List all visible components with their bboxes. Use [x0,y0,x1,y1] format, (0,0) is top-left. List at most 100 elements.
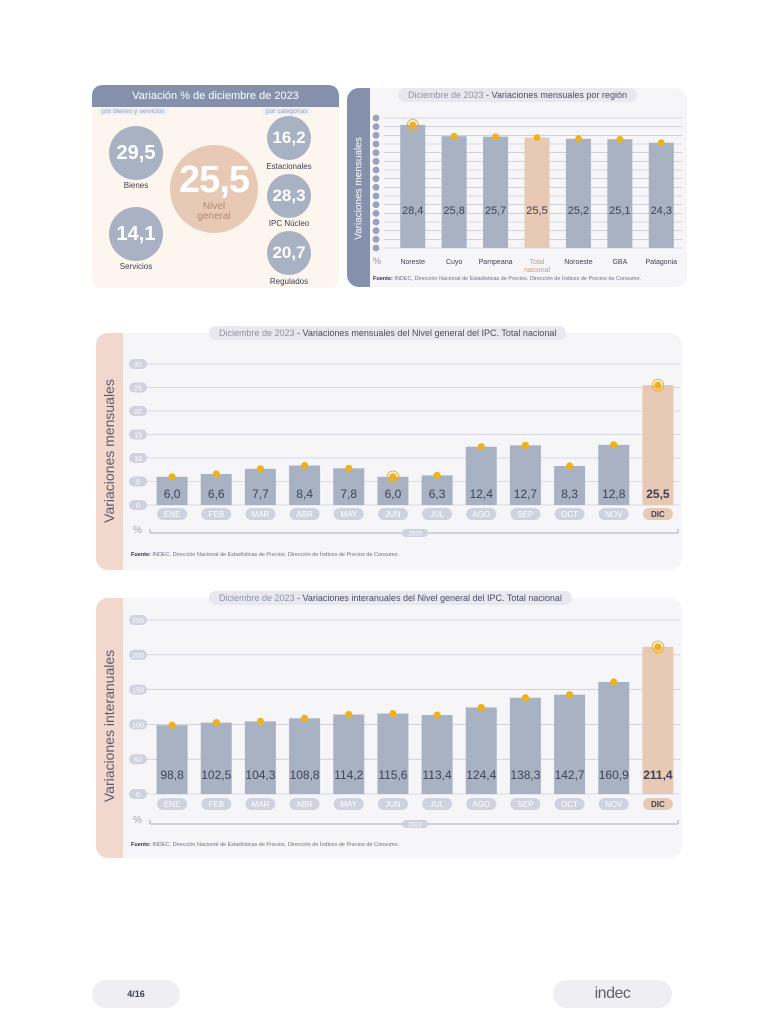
bar [156,725,188,794]
max-ring [406,118,419,131]
data-label: 7,8 [340,487,357,501]
bar [333,468,365,505]
month-label: AGO [472,510,490,519]
data-dot [521,694,530,702]
data-dot [389,709,397,718]
data-dot [477,443,485,451]
bar [333,714,365,794]
tick-marker [372,131,380,139]
month-pill [377,798,408,810]
bienes-value: 29,5 [116,142,156,164]
region-chart-source: Fuente: INDEC, Dirección Nacional de Est… [373,276,642,282]
monthly-chart-source: Fuente: INDEC, Dirección Nacional de Est… [131,552,400,558]
tick-marker [372,123,380,131]
month-label: AGO [472,800,490,809]
month-pill [510,798,541,810]
data-dot [433,711,441,719]
bar [400,124,426,248]
tick-marker [372,192,380,200]
tick-marker [372,235,380,243]
category-label: Cuyo [446,259,462,266]
bar [200,722,232,794]
bar [200,473,232,505]
data-label: 142,7 [555,768,585,782]
summary-card: Variación % de diciembre de 2023 por bie… [92,85,339,288]
data-label: 24,3 [651,205,672,217]
month-pill [422,508,453,520]
month-pill [422,798,453,810]
data-label: 12,4 [470,487,494,501]
max-ring [651,640,665,654]
nivel-general-value: 25,5 [179,159,250,201]
yearly-chart-plot: 0 50 100 150 200 250 98,8 ENE 102,5 FEB 104,3 MAR 10… [129,615,680,829]
bar [441,136,467,248]
month-pill [157,798,188,810]
bar [642,646,674,794]
summary-right-subtitle: por categorías [262,108,312,115]
max-ring [651,378,665,392]
tick-pill [129,754,147,765]
data-dot [654,643,662,651]
data-dot [389,473,397,481]
month-label: MAY [340,800,357,809]
data-label: 25,7 [485,205,506,217]
data-dot [168,721,176,729]
data-label: 115,6 [378,768,407,782]
yearly-chart-sidebar [96,598,123,858]
data-dot [450,132,458,140]
data-label: 6,6 [208,487,225,501]
estacionales-label: Estacionales [266,162,312,171]
month-label: JUL [430,800,445,809]
bar [554,465,586,505]
servicios-value: 14,1 [116,223,156,245]
tick-pill [129,359,147,369]
tick-label: 20 [134,409,142,416]
data-label: 102,5 [201,768,231,782]
month-label: ENE [164,800,180,809]
region-chart-card: Variaciones mensuales Diciembre de 2023 … [347,88,687,287]
tick-marker [372,149,380,157]
category-label: GBA [612,259,627,266]
month-label: MAR [252,800,270,809]
month-label: DIC [651,510,665,519]
yearly-chart-title: Diciembre de 2023 - Variaciones interanu… [209,591,572,605]
month-pill [554,798,585,810]
data-label: 8,4 [296,487,313,501]
month-pill [466,798,497,810]
month-label: OCT [561,510,578,519]
tick-pill [129,453,147,463]
tick-pill [129,382,147,393]
tick-pill [129,429,147,440]
tick-pill [129,500,147,510]
bar [156,476,188,505]
tick-pill [129,684,147,695]
tick-label: 50 [134,757,142,764]
category-label: Noroeste [564,259,593,266]
tick-pill [129,476,147,487]
bar [524,137,550,248]
month-label: ABR [296,510,313,519]
month-label: ABR [296,800,313,809]
tick-label: 25 [134,386,142,393]
ipc-nucleo-value: 28,3 [272,186,306,205]
month-label: JUN [385,800,401,809]
data-dot [345,464,353,472]
data-dot [256,717,265,726]
data-dot [521,441,530,449]
data-label: 211,4 [643,768,673,782]
month-pill [333,798,364,810]
data-label: 25,5 [646,487,670,501]
bar [554,694,586,794]
year-label: 2023 [408,532,422,538]
bar [648,142,674,248]
data-label: 7,7 [252,487,269,501]
tick-marker [372,166,380,174]
data-dot [657,139,665,147]
data-label: 108,8 [290,768,320,782]
monthly-chart-plot: 0 5 10 15 20 25 30 6,0 ENE 6,6 FEB 7,7 MAR 8,4 ABR 7,8 M… [129,359,680,538]
bar [377,713,409,794]
tick-label: 15 [134,433,142,440]
month-label: FEB [208,510,224,519]
bar [289,718,321,794]
month-pill [245,508,276,520]
